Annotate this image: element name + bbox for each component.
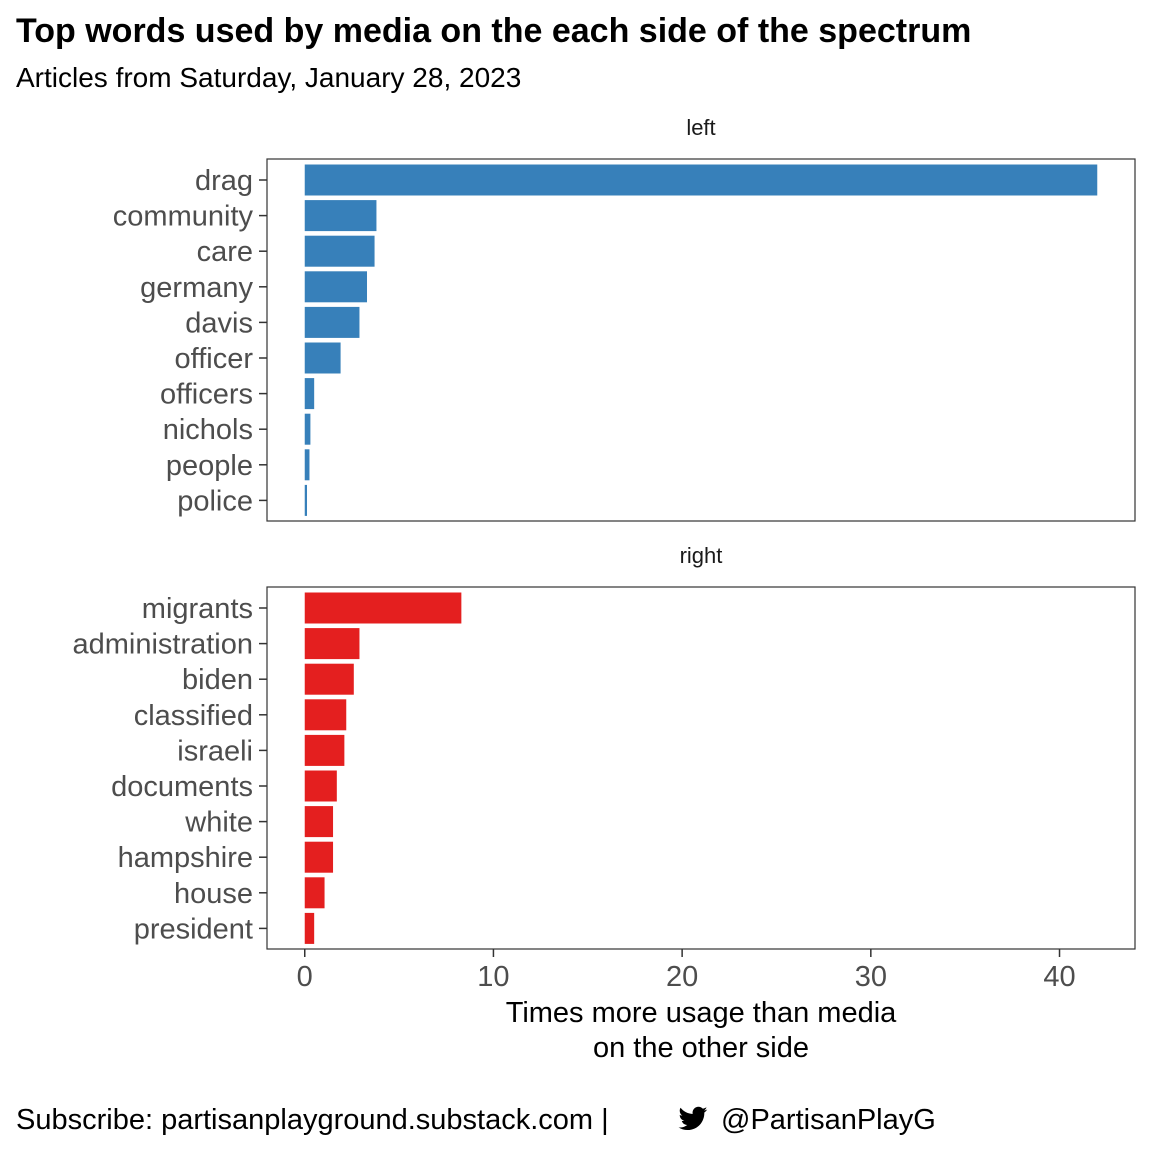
- category-label-nichols: nichols: [163, 414, 253, 446]
- category-label-police: police: [177, 485, 253, 517]
- bar-classified: [304, 699, 347, 731]
- facet-label-left: left: [686, 115, 715, 140]
- x-axis: 0 10 20 30 40: [297, 949, 1076, 993]
- panel-border: [266, 158, 1136, 522]
- x-tick-label: 40: [1043, 961, 1075, 993]
- category-label-officers: officers: [160, 379, 253, 411]
- x-tick-label: 30: [855, 961, 887, 993]
- x-axis-label-line-2: on the other side: [593, 1032, 809, 1064]
- bar-biden: [304, 663, 354, 695]
- x-axis-label-line-1: Times more usage than media: [506, 997, 897, 1029]
- bar-officer: [304, 342, 341, 374]
- category-label-drag: drag: [195, 165, 253, 197]
- bar-davis: [304, 306, 360, 338]
- caption-twitter-handle: @PartisanPlayG: [721, 1104, 936, 1136]
- category-label-community: community: [113, 201, 254, 233]
- category-label-white: white: [184, 807, 253, 839]
- bar-care: [304, 235, 375, 267]
- category-label-care: care: [197, 236, 253, 268]
- x-tick-label: 10: [477, 961, 509, 993]
- category-label-house: house: [174, 878, 253, 910]
- category-label-migrants: migrants: [142, 593, 253, 625]
- x-tick-label: 20: [666, 961, 698, 993]
- category-label-administration: administration: [72, 629, 253, 661]
- bar-house: [304, 877, 325, 909]
- bar-president: [304, 912, 315, 944]
- bar-drag: [304, 164, 1098, 196]
- caption-subscribe-text: Subscribe: partisanplayground.substack.c…: [16, 1104, 609, 1136]
- bar-people: [304, 449, 310, 481]
- chart-title: Top words used by media on the each side…: [16, 12, 971, 50]
- bar-nichols: [304, 413, 311, 445]
- category-label-officer: officer: [175, 343, 254, 375]
- category-label-biden: biden: [182, 664, 253, 696]
- bar-documents: [304, 770, 337, 802]
- twitter-bird-icon: [678, 1106, 708, 1131]
- x-tick-label: 0: [297, 961, 313, 993]
- category-label-documents: documents: [111, 771, 253, 803]
- bar-police: [304, 484, 308, 516]
- category-label-germany: germany: [140, 272, 253, 304]
- category-label-israeli: israeli: [177, 735, 253, 767]
- category-label-classified: classified: [134, 700, 253, 732]
- caption: Subscribe: partisanplayground.substack.c…: [16, 1104, 609, 1136]
- bar-germany: [304, 271, 368, 303]
- category-label-president: president: [134, 913, 253, 945]
- category-label-hampshire: hampshire: [118, 842, 253, 874]
- bar-administration: [304, 628, 360, 660]
- bar-white: [304, 806, 334, 838]
- bar-hampshire: [304, 841, 334, 873]
- facet-label-right: right: [680, 543, 723, 568]
- bar-officers: [304, 378, 315, 410]
- bar-community: [304, 200, 377, 232]
- bar-migrants: [304, 592, 462, 624]
- bar-israeli: [304, 734, 345, 766]
- category-label-davis: davis: [185, 307, 253, 339]
- panel-border: [266, 586, 1136, 950]
- category-label-people: people: [166, 450, 253, 482]
- chart-subtitle: Articles from Saturday, January 28, 2023: [16, 62, 521, 93]
